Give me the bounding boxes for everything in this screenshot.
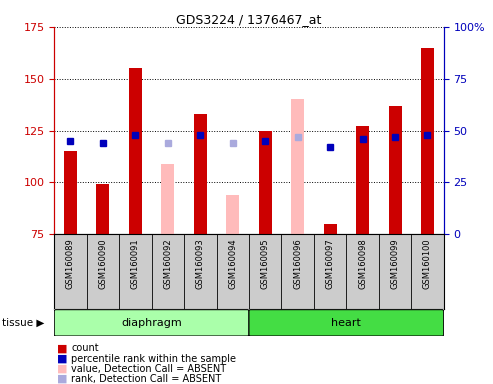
Text: ■: ■ (57, 374, 67, 384)
Bar (291, 99, 304, 234)
Bar (129, 68, 142, 234)
Text: GSM160098: GSM160098 (358, 238, 367, 289)
Text: GSM160097: GSM160097 (325, 238, 335, 289)
Bar (226, 195, 239, 234)
Text: ■: ■ (57, 364, 67, 374)
Bar (356, 126, 369, 234)
Text: ■: ■ (57, 354, 67, 364)
Text: diaphragm: diaphragm (121, 318, 182, 328)
Bar (161, 164, 175, 234)
Text: ■: ■ (57, 343, 67, 353)
Text: count: count (71, 343, 99, 353)
Text: tissue ▶: tissue ▶ (2, 318, 45, 328)
Text: GSM160091: GSM160091 (131, 238, 140, 289)
Text: percentile rank within the sample: percentile rank within the sample (71, 354, 237, 364)
Text: GSM160096: GSM160096 (293, 238, 302, 289)
Bar (97, 184, 109, 234)
Bar (421, 48, 434, 234)
Text: GSM160095: GSM160095 (261, 238, 270, 289)
Text: heart: heart (331, 318, 361, 328)
Title: GDS3224 / 1376467_at: GDS3224 / 1376467_at (176, 13, 321, 26)
Bar (323, 224, 337, 234)
Text: GSM160099: GSM160099 (390, 238, 399, 289)
Bar (64, 151, 77, 234)
Text: value, Detection Call = ABSENT: value, Detection Call = ABSENT (71, 364, 227, 374)
Text: GSM160092: GSM160092 (163, 238, 173, 289)
Bar (259, 131, 272, 234)
Text: GSM160094: GSM160094 (228, 238, 237, 289)
Text: rank, Detection Call = ABSENT: rank, Detection Call = ABSENT (71, 374, 222, 384)
Text: GSM160090: GSM160090 (99, 238, 107, 289)
Bar (194, 114, 207, 234)
Bar (388, 106, 401, 234)
Text: GSM160089: GSM160089 (66, 238, 75, 289)
Text: GSM160100: GSM160100 (423, 238, 432, 289)
FancyBboxPatch shape (249, 310, 444, 336)
Text: GSM160093: GSM160093 (196, 238, 205, 289)
FancyBboxPatch shape (54, 310, 249, 336)
